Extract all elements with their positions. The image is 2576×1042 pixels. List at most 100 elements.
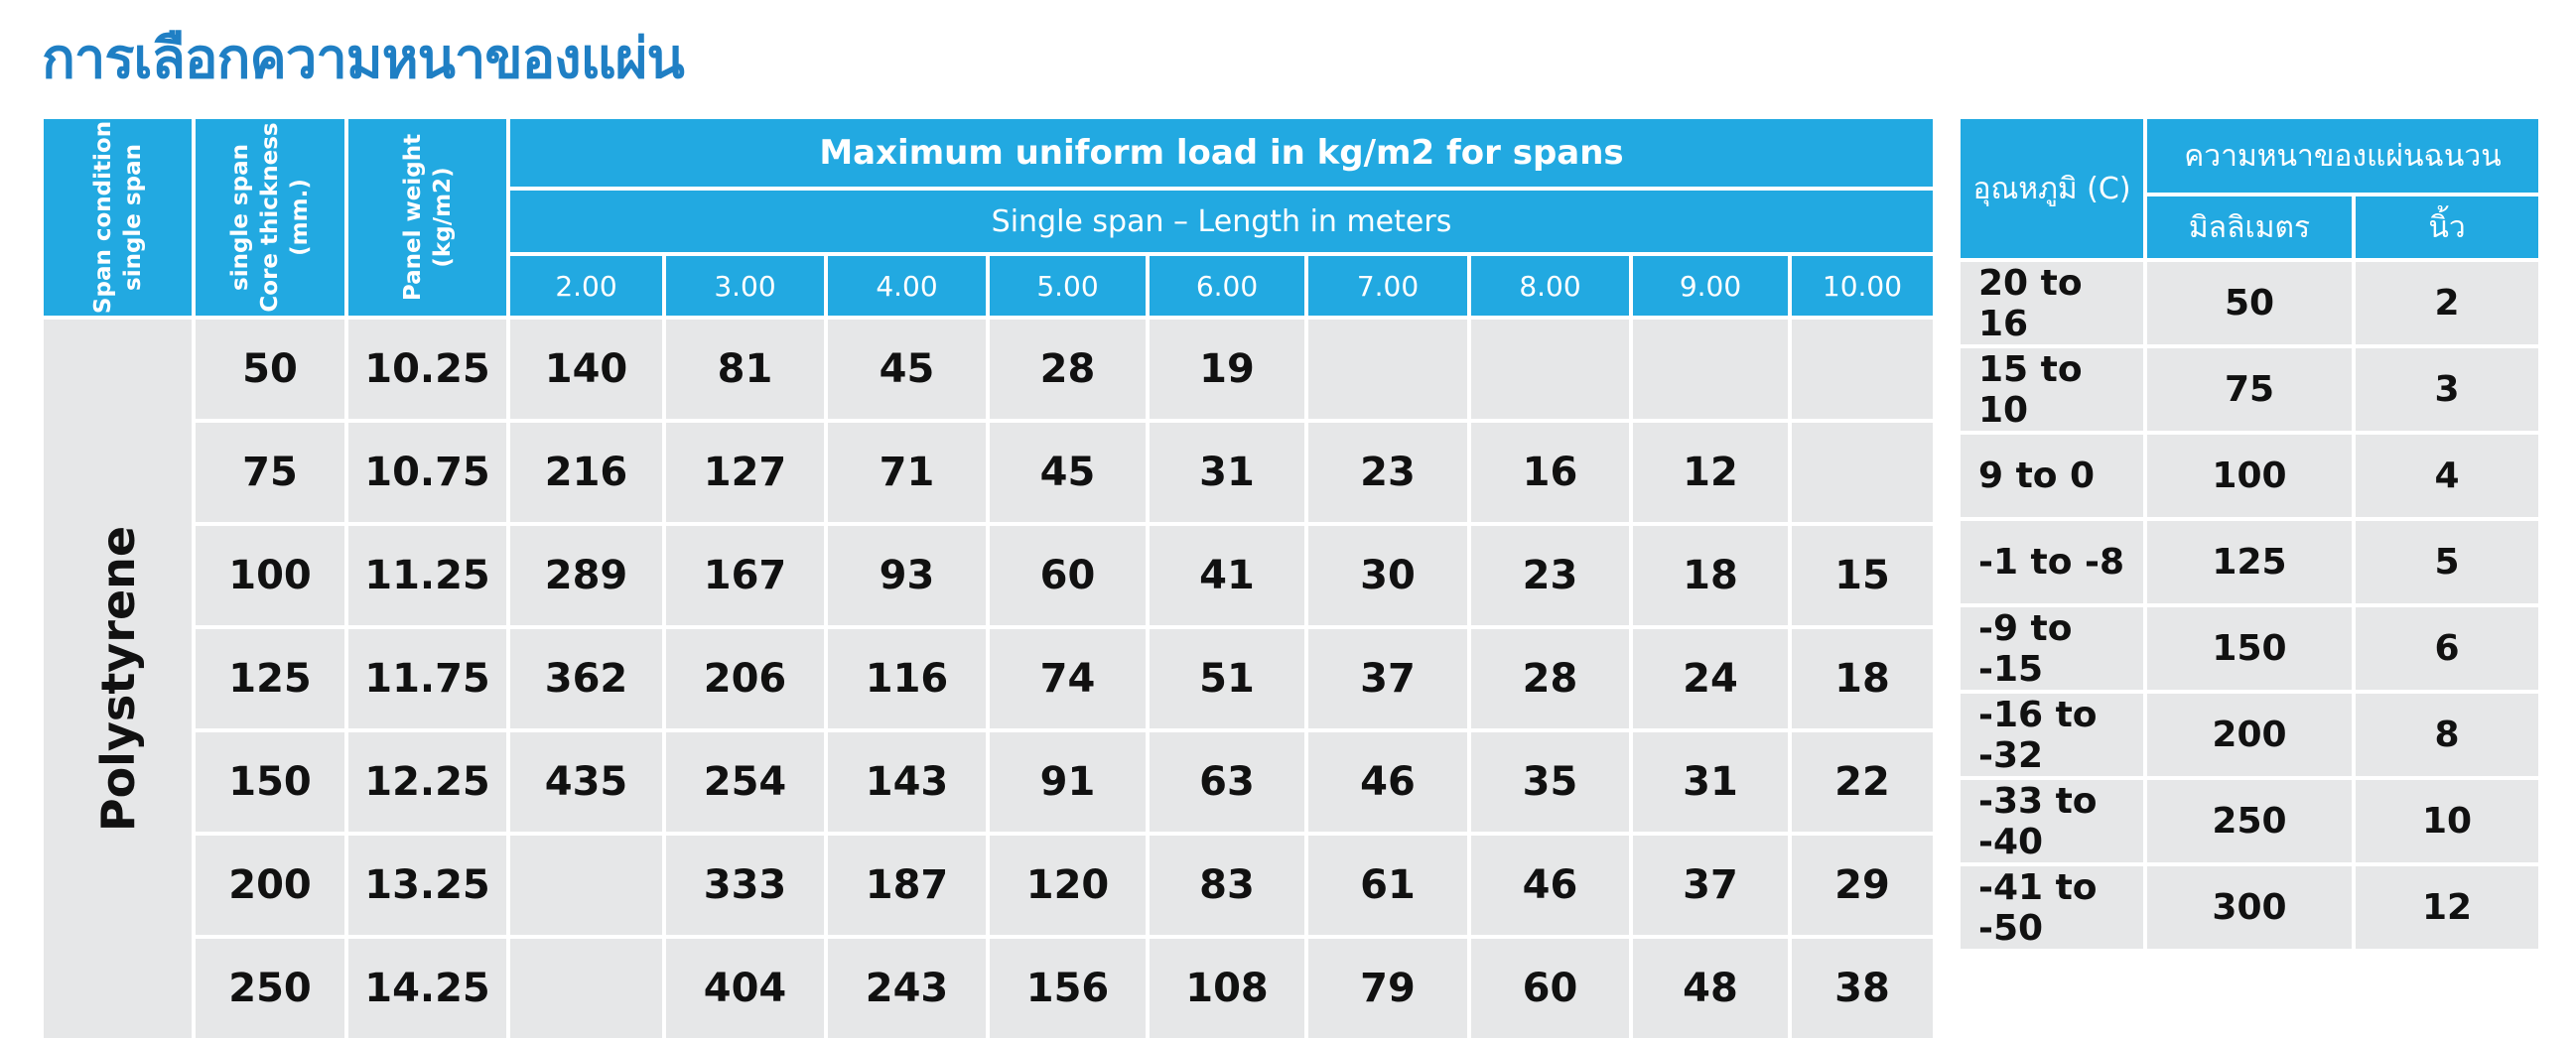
- load-cell: 120: [986, 832, 1150, 939]
- inch-cell: 6: [2352, 603, 2542, 694]
- load-cell: [506, 832, 666, 939]
- millimeter-cell: 300: [2143, 862, 2356, 953]
- panel-weight-cell: 13.25: [344, 832, 510, 939]
- load-cell: 29: [1788, 832, 1937, 939]
- temperature-header: อุณหภูมิ (C): [1957, 115, 2147, 262]
- inch-cell: 5: [2352, 517, 2542, 607]
- load-cell: [1788, 419, 1937, 526]
- load-cell: 289: [506, 522, 666, 629]
- material-label: Polystyrene: [90, 525, 145, 833]
- load-cell: 35: [1467, 728, 1633, 836]
- load-cell: 45: [986, 419, 1150, 526]
- core-thickness-cell: 50: [192, 316, 348, 423]
- load-cell: [1629, 316, 1792, 423]
- load-cell: 156: [986, 935, 1150, 1042]
- span-header: 4.00: [824, 252, 990, 320]
- load-cell: 31: [1629, 728, 1792, 836]
- load-cell: 12: [1629, 419, 1792, 526]
- load-cell: 143: [824, 728, 990, 836]
- inch-cell: 12: [2352, 862, 2542, 953]
- temperature-thickness-table: อุณหภูมิ (C) ความหนาของแผ่นฉนวน มิลลิเมต…: [1957, 115, 2542, 953]
- material-cell: Polystyrene: [40, 316, 196, 1042]
- load-cell: 23: [1467, 522, 1633, 629]
- table-row: -9 to -15 150 6: [1957, 603, 2542, 694]
- table-row: 15 to 10 75 3: [1957, 344, 2542, 435]
- load-cell: 51: [1146, 625, 1308, 732]
- load-cell: 127: [662, 419, 828, 526]
- temperature-cell: -33 to -40: [1957, 776, 2147, 866]
- load-cell: 167: [662, 522, 828, 629]
- table-row: 125 11.75 362 206 116 74 51 37 28 24 18: [42, 625, 1937, 732]
- span-header: 10.00: [1788, 252, 1937, 320]
- temperature-cell: -9 to -15: [1957, 603, 2147, 694]
- load-cell: 41: [1146, 522, 1308, 629]
- load-cell: 18: [1629, 522, 1792, 629]
- insulation-thickness-header: ความหนาของแผ่นฉนวน: [2143, 115, 2542, 196]
- load-cell: 187: [824, 832, 990, 939]
- load-cell: 140: [506, 316, 666, 423]
- temperature-cell: 20 to 16: [1957, 258, 2147, 348]
- panel-weight-cell: 12.25: [344, 728, 510, 836]
- span-header: 8.00: [1467, 252, 1633, 320]
- load-cell: 91: [986, 728, 1150, 836]
- span-header: 3.00: [662, 252, 828, 320]
- panel-weight-header: Panel weight (kg/m2): [344, 115, 510, 320]
- load-cell: 60: [986, 522, 1150, 629]
- load-cell: 24: [1629, 625, 1792, 732]
- panel-weight-cell: 11.25: [344, 522, 510, 629]
- temperature-cell: -16 to -32: [1957, 690, 2147, 780]
- load-table: Span condition single span single span C…: [40, 115, 1937, 1042]
- load-cell: 45: [824, 316, 990, 423]
- core-thickness-cell: 150: [192, 728, 348, 836]
- load-cell: 46: [1467, 832, 1633, 939]
- core-thickness-cell: 100: [192, 522, 348, 629]
- panel-weight-cell: 14.25: [344, 935, 510, 1042]
- load-cell: 28: [986, 316, 1150, 423]
- page-title: การเลือกความหนาของแผ่น: [42, 27, 685, 91]
- table-row: -16 to -32 200 8: [1957, 690, 2542, 780]
- millimeter-cell: 100: [2143, 431, 2356, 521]
- core-thickness-cell: 75: [192, 419, 348, 526]
- load-cell: 333: [662, 832, 828, 939]
- table-row: Polystyrene 50 10.25 140 81 45 28 19: [40, 316, 1937, 1042]
- load-cell: 61: [1304, 832, 1471, 939]
- table-row: -1 to -8 125 5: [1957, 517, 2542, 607]
- inch-cell: 8: [2352, 690, 2542, 780]
- millimeter-cell: 250: [2143, 776, 2356, 866]
- temperature-cell: 15 to 10: [1957, 344, 2147, 435]
- span-header: 5.00: [986, 252, 1150, 320]
- table-row: 100 11.25 289 167 93 60 41 30 23 18 15: [42, 522, 1937, 629]
- table-row: 250 14.25 404 243 156 108 79 60 48 38: [42, 935, 1937, 1042]
- load-cell: [506, 935, 666, 1042]
- load-cell: 93: [824, 522, 990, 629]
- load-cell: 74: [986, 625, 1150, 732]
- load-cell: 79: [1304, 935, 1471, 1042]
- load-cell: 37: [1304, 625, 1471, 732]
- span-header: 7.00: [1304, 252, 1471, 320]
- max-load-header: Maximum uniform load in kg/m2 for spans: [506, 115, 1937, 191]
- load-cell: 18: [1788, 625, 1937, 732]
- load-cell: 16: [1467, 419, 1633, 526]
- load-cell: 362: [506, 625, 666, 732]
- inch-header: นิ้ว: [2352, 193, 2542, 262]
- inch-cell: 3: [2352, 344, 2542, 435]
- load-cell: 22: [1788, 728, 1937, 836]
- panel-weight-cell: 10.75: [344, 419, 510, 526]
- millimeter-cell: 75: [2143, 344, 2356, 435]
- load-cell: 254: [662, 728, 828, 836]
- millimeter-header: มิลลิเมตร: [2143, 193, 2356, 262]
- millimeter-cell: 50: [2143, 258, 2356, 348]
- load-cell: [1788, 316, 1937, 423]
- table-row: 20 to 16 50 2: [1957, 258, 2542, 348]
- temperature-cell: -41 to -50: [1957, 862, 2147, 953]
- core-thickness-header: single span Core thickness (mm.): [192, 115, 348, 320]
- millimeter-cell: 200: [2143, 690, 2356, 780]
- load-cell: [1304, 316, 1471, 423]
- millimeter-cell: 150: [2143, 603, 2356, 694]
- core-thickness-cell: 200: [192, 832, 348, 939]
- load-cell: 116: [824, 625, 990, 732]
- load-cell: 81: [662, 316, 828, 423]
- table-row: 9 to 0 100 4: [1957, 431, 2542, 521]
- inch-cell: 2: [2352, 258, 2542, 348]
- load-cell: 37: [1629, 832, 1792, 939]
